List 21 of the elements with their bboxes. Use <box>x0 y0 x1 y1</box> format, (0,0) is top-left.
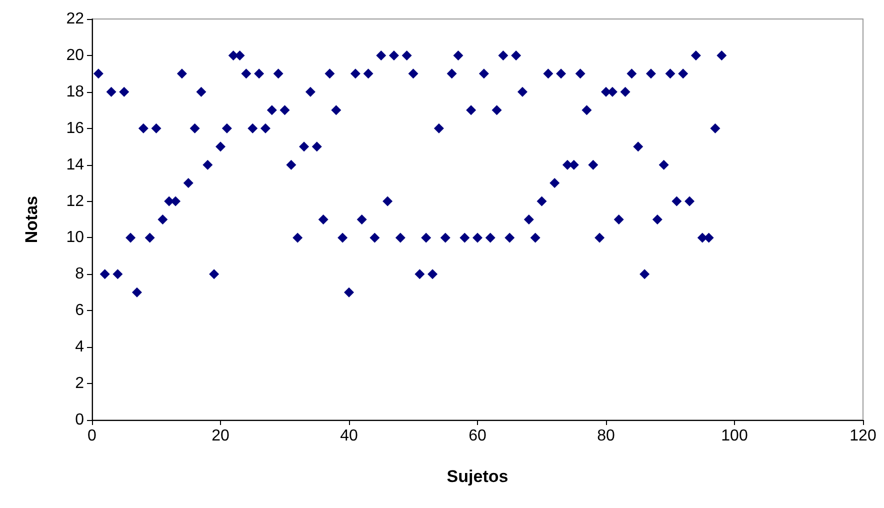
x-tick-label: 20 <box>212 428 230 444</box>
y-tick-label: 4 <box>75 338 84 356</box>
y-tick-label: 2 <box>75 375 84 392</box>
x-tick-label: 40 <box>340 428 358 444</box>
y-tick-label: 10 <box>66 229 84 246</box>
x-tick-label: 120 <box>850 428 876 444</box>
x-tick-label: 60 <box>468 428 486 444</box>
y-tick-label: 18 <box>66 83 84 100</box>
x-tick-label: 80 <box>597 428 615 444</box>
y-tick-label: 6 <box>75 302 84 320</box>
y-axis-title: Notas <box>22 196 41 244</box>
x-tick-label: 100 <box>721 428 748 444</box>
y-tick-label: 20 <box>66 46 84 64</box>
y-tick-label: 22 <box>66 10 84 28</box>
y-tick-label: 12 <box>66 192 84 210</box>
y-tick-label: 8 <box>75 266 84 283</box>
x-axis-title: Sujetos <box>446 467 508 486</box>
y-tick-label: 0 <box>75 412 84 428</box>
y-tick-label: 16 <box>66 120 84 137</box>
y-tick-label: 14 <box>66 156 84 174</box>
x-tick-label: 0 <box>88 428 97 444</box>
